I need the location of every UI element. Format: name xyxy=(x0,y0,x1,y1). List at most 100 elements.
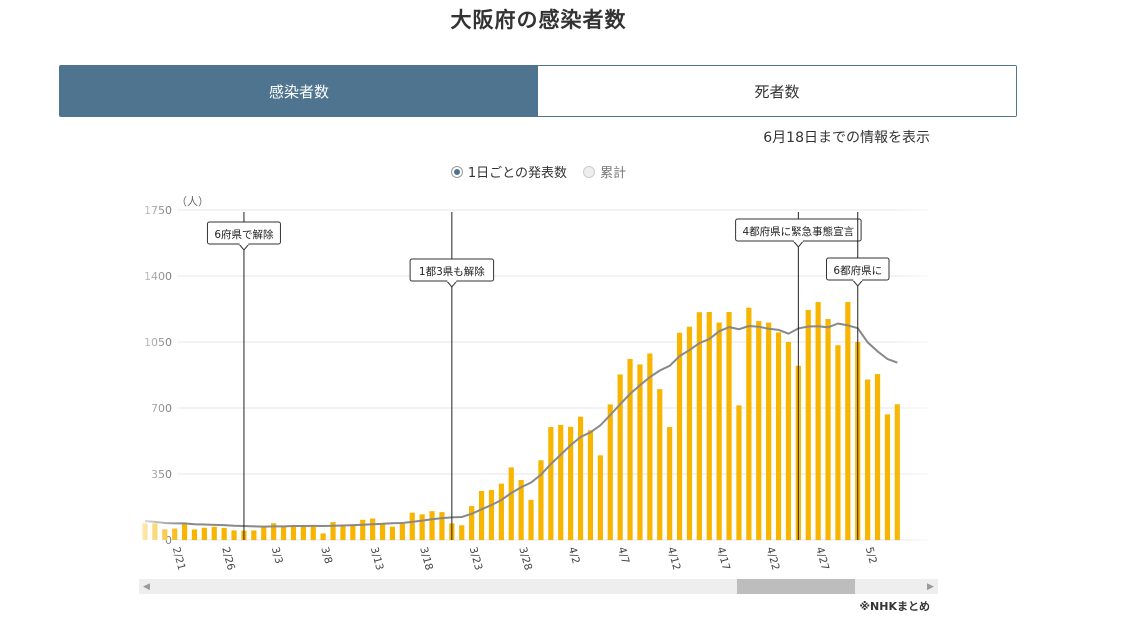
bar-5/4 xyxy=(884,414,891,540)
bar-3/28 xyxy=(518,480,524,540)
x-tick-label: 4/12 xyxy=(665,546,683,572)
bar-3/22 xyxy=(459,525,465,540)
bar-3/14 xyxy=(379,523,386,540)
bar-3/4 xyxy=(280,526,287,540)
bar-4/16 xyxy=(706,312,712,540)
bar-3/30 xyxy=(538,460,544,540)
chart-scrollbar[interactable]: ◀ ▶ xyxy=(139,579,938,594)
bar-3/18 xyxy=(419,514,425,540)
bar-3/10 xyxy=(340,525,346,540)
view-mode-radios: 1日ごとの発表数 累計 xyxy=(0,162,1077,181)
bar-4/13 xyxy=(676,332,683,540)
y-axis-unit: （人） xyxy=(176,195,209,208)
x-tick-label: 4/27 xyxy=(813,546,831,572)
bar-3/20 xyxy=(439,512,445,540)
metric-tabs: 感染者数 死者数 xyxy=(59,65,1017,117)
bar-4/14 xyxy=(686,326,693,540)
bar-3/26 xyxy=(498,483,504,540)
bar-4/9 xyxy=(637,364,643,540)
bar-3/5 xyxy=(290,525,297,540)
right-fade xyxy=(895,205,939,580)
bar-5/3 xyxy=(874,374,881,540)
radio-cumulative-label: 累計 xyxy=(600,166,627,181)
scroll-thumb[interactable] xyxy=(737,579,855,594)
moving-average-line xyxy=(144,322,898,528)
bar-4/11 xyxy=(657,389,663,540)
left-fade xyxy=(139,205,184,580)
tab-deaths[interactable]: 死者数 xyxy=(538,66,1016,116)
bar-3/9 xyxy=(330,522,336,540)
bar-4/29 xyxy=(835,345,841,540)
bar-4/2 xyxy=(568,426,574,540)
bar-3/2 xyxy=(261,525,267,540)
annotations: 6府県で解除 1都3県も解除 4都府県に緊急事態宣言 6都府県に xyxy=(206,212,890,540)
bar-2/26 xyxy=(221,527,227,540)
x-tick-label: 3/23 xyxy=(467,546,485,572)
radio-cumulative[interactable]: 累計 xyxy=(583,162,626,181)
bar-4/18 xyxy=(726,312,732,540)
bar-3/17 xyxy=(409,512,415,540)
bar-4/17 xyxy=(716,322,722,540)
x-tick-label: 4/17 xyxy=(714,546,732,572)
bar-3/16 xyxy=(399,523,405,540)
bar-2/24 xyxy=(201,527,207,540)
x-tick-label: 3/18 xyxy=(417,546,435,572)
bar-3/25 xyxy=(488,490,495,540)
x-tick-label: 3/3 xyxy=(269,546,285,565)
annotation-text: 6府県で解除 xyxy=(214,228,274,241)
bar-4/3 xyxy=(577,416,584,540)
x-tick-label: 3/28 xyxy=(516,546,534,572)
bar-3/23 xyxy=(469,506,475,540)
bar-3/11 xyxy=(350,525,356,540)
bar-3/19 xyxy=(429,511,435,540)
x-tick-label: 5/2 xyxy=(863,546,879,565)
bar-4/20 xyxy=(746,307,752,540)
bar-3/8 xyxy=(320,533,326,540)
bar-3/31 xyxy=(548,427,554,540)
updated-text: 6月18日までの情報を表示 xyxy=(763,130,930,146)
x-tick-label: 4/7 xyxy=(615,546,631,565)
bar-5/2 xyxy=(865,379,871,540)
bar-2/22 xyxy=(181,523,188,540)
bar-2/25 xyxy=(211,526,217,540)
x-tick-label: 4/22 xyxy=(764,546,782,572)
source-note: ※NHKまとめ xyxy=(859,600,930,613)
bar-3/29 xyxy=(528,499,534,540)
bar-3/12 xyxy=(360,519,366,540)
bar-3/15 xyxy=(389,526,396,540)
bar-4/12 xyxy=(667,427,673,540)
bar-3/27 xyxy=(508,467,514,540)
scroll-right-icon[interactable]: ▶ xyxy=(927,581,934,592)
bar-4/19 xyxy=(736,405,742,540)
bar-3/24 xyxy=(478,490,485,540)
bar-series xyxy=(142,302,900,540)
x-tick-label: 2/16 xyxy=(120,546,138,572)
annotation-callout: 4都府県に緊急事態宣言 xyxy=(735,218,862,248)
x-axis-ticks: 2/162/212/263/33/83/133/183/233/284/24/7… xyxy=(120,546,879,572)
scroll-left-icon[interactable]: ◀ xyxy=(143,581,150,592)
tab-cases[interactable]: 感染者数 xyxy=(60,66,538,116)
bar-4/24 xyxy=(785,342,792,540)
bar-4/21 xyxy=(756,321,762,540)
bar-4/22 xyxy=(766,322,772,540)
radio-daily[interactable]: 1日ごとの発表数 xyxy=(450,162,567,181)
radio-selected-icon[interactable] xyxy=(450,165,463,178)
annotation-text: 6都府県に xyxy=(833,264,882,277)
x-tick-label: 2/26 xyxy=(219,546,237,572)
bar-4/27 xyxy=(815,302,821,540)
bar-4/10 xyxy=(647,353,653,540)
bar-3/13 xyxy=(370,518,376,540)
bar-4/8 xyxy=(627,358,633,540)
bar-4/4 xyxy=(587,430,594,540)
x-tick-label: 3/13 xyxy=(368,546,386,572)
annotation-text: 1都3県も解除 xyxy=(419,265,485,278)
radio-unselected-icon[interactable] xyxy=(583,165,596,178)
bar-3/7 xyxy=(310,526,316,540)
bar-4/26 xyxy=(805,309,811,540)
bar-3/6 xyxy=(300,526,306,540)
bar-4/28 xyxy=(825,318,831,540)
bar-4/30 xyxy=(845,302,851,540)
annotation-callout: 6府県で解除 xyxy=(206,221,281,251)
bar-2/23 xyxy=(191,529,198,540)
